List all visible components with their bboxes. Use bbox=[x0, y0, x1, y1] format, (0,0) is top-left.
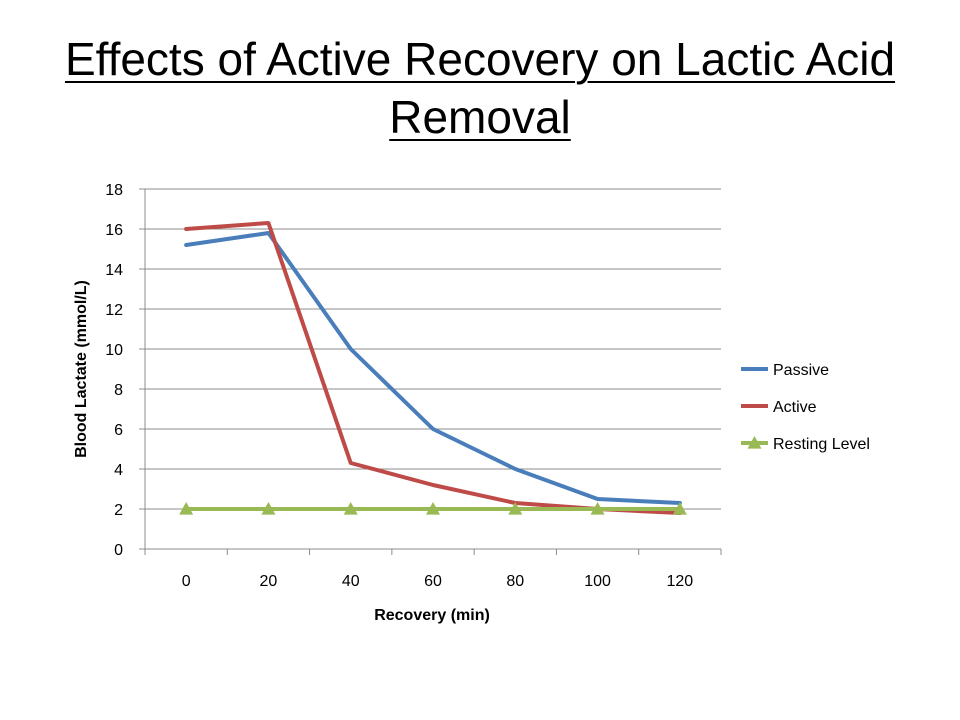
data-point-resting-level bbox=[343, 502, 358, 515]
data-point-resting-level bbox=[508, 502, 523, 515]
y-tick-label: 14 bbox=[105, 262, 123, 279]
data-point-resting-level bbox=[179, 502, 194, 515]
y-tick-label: 10 bbox=[105, 342, 123, 359]
series-line-passive bbox=[184, 231, 682, 505]
data-point-resting-level bbox=[590, 502, 605, 515]
axes bbox=[139, 188, 722, 555]
y-tick-label: 18 bbox=[105, 182, 123, 199]
legend-label-passive: Passive bbox=[773, 362, 829, 379]
y-tick-label: 16 bbox=[105, 222, 123, 239]
y-tick-label: 6 bbox=[114, 422, 123, 439]
x-axis-title: Recovery (min) bbox=[374, 607, 490, 624]
x-tick-label: 60 bbox=[424, 573, 442, 590]
data-point-resting-level bbox=[672, 502, 687, 515]
y-tick-label: 0 bbox=[114, 542, 123, 559]
data-point-resting-level bbox=[261, 502, 276, 515]
y-tick-label: 8 bbox=[114, 382, 123, 399]
y-tick-labels: 0 2 4 6 8 10 12 14 16 18 bbox=[105, 182, 123, 559]
y-tick-label: 4 bbox=[114, 462, 123, 479]
x-tick-label: 20 bbox=[260, 573, 278, 590]
legend-marker-resting-level bbox=[747, 436, 762, 449]
series-lines bbox=[179, 221, 687, 515]
x-tick-label: 100 bbox=[584, 573, 611, 590]
x-tick-labels: 0 20 40 60 80 100 120 bbox=[182, 573, 694, 590]
y-tick-label: 2 bbox=[114, 502, 123, 519]
slide-title: Effects of Active Recovery on Lactic Aci… bbox=[64, 33, 896, 143]
y-tick-label: 12 bbox=[105, 302, 123, 319]
x-tick-label: 40 bbox=[342, 573, 360, 590]
y-axis-title: Blood Lactate (mmol/L) bbox=[73, 280, 90, 458]
x-tick-label: 0 bbox=[182, 573, 191, 590]
legend-label-resting-level: Resting Level bbox=[773, 436, 870, 453]
x-tick-label: 120 bbox=[667, 573, 694, 590]
x-tick-label: 80 bbox=[506, 573, 524, 590]
legend: Passive Active Resting Level bbox=[741, 362, 870, 453]
data-point-resting-level bbox=[426, 502, 440, 515]
legend-label-active: Active bbox=[773, 399, 817, 416]
